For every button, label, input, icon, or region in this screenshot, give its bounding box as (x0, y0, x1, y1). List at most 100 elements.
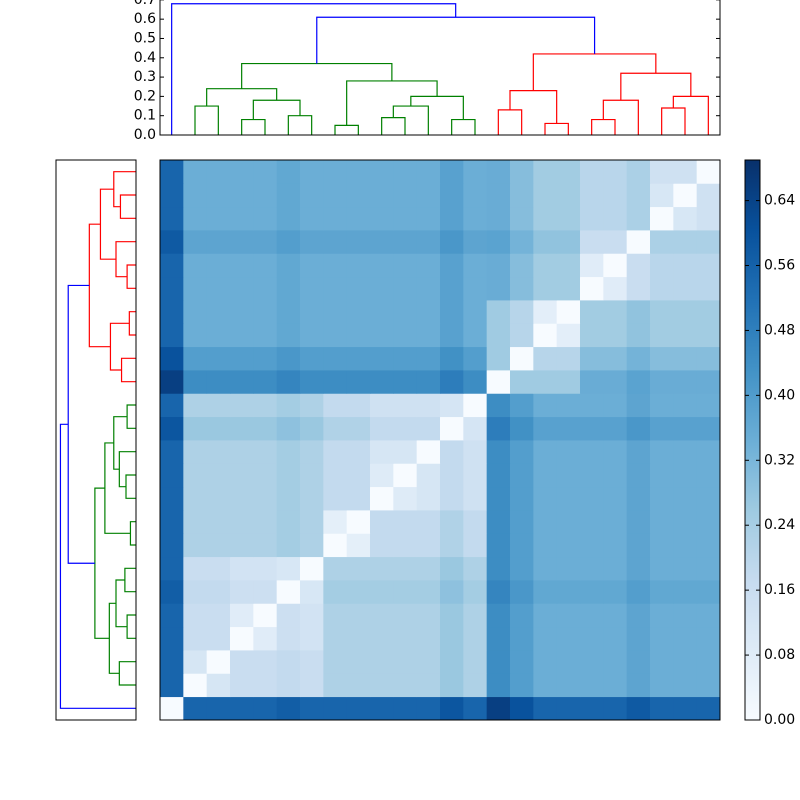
heat-cell (393, 393, 418, 418)
heat-cell (556, 510, 581, 534)
heat-cell (253, 393, 278, 418)
dendrogram-link (532, 53, 657, 91)
heat-cell (556, 533, 581, 558)
heat-cell (300, 463, 324, 488)
heat-cell (486, 556, 511, 581)
heat-cell (626, 230, 651, 254)
heat-cell (533, 300, 558, 324)
heat-cell (580, 626, 604, 651)
heat-cell (603, 510, 628, 534)
heat-cell (276, 440, 301, 464)
heat-cell (323, 276, 348, 301)
heat-cell (533, 160, 558, 184)
heat-cell (160, 416, 184, 441)
heat-cell (486, 463, 511, 488)
heat-cell (580, 533, 604, 558)
heat-cell (416, 696, 441, 721)
heat-cell (300, 323, 324, 348)
heat-cell (626, 370, 651, 394)
heat-cell (183, 323, 208, 348)
heat-cell (300, 230, 324, 254)
heat-cell (230, 440, 254, 464)
heat-cell (463, 696, 488, 721)
heat-cell (300, 603, 324, 628)
heat-cell (160, 580, 184, 604)
heat-cell (603, 160, 628, 184)
heat-cell (183, 463, 208, 488)
heat-cell (603, 276, 628, 301)
heat-cell (323, 206, 348, 231)
heat-cell (510, 580, 534, 604)
heat-cell (440, 533, 464, 558)
heat-cell (230, 300, 254, 324)
heat-cell (556, 276, 581, 301)
dendrogram-link (381, 117, 406, 135)
heat-cell (323, 346, 348, 371)
heat-cell (346, 346, 371, 371)
heat-cell (463, 673, 488, 698)
heat-cell (160, 650, 184, 674)
heat-cell (160, 323, 184, 348)
heat-cell (160, 206, 184, 231)
heat-cell (346, 276, 371, 301)
heat-cell (533, 626, 558, 651)
heat-cell (650, 416, 674, 441)
heat-cell (276, 580, 301, 604)
heat-cell (533, 463, 558, 488)
heat-cell (206, 533, 231, 558)
heat-cell (510, 160, 534, 184)
heat-cell (253, 463, 278, 488)
heat-cell (673, 206, 698, 231)
heat-cell (276, 603, 301, 628)
dendrogram-link (287, 115, 313, 135)
heat-cell (580, 416, 604, 441)
heat-cell (300, 486, 324, 511)
heat-cell (370, 673, 394, 698)
heat-cell (440, 440, 464, 464)
dendrogram-link (115, 241, 136, 278)
heat-cell (556, 253, 581, 278)
heat-cell (626, 510, 651, 534)
heat-cell (346, 463, 371, 488)
heat-cell (673, 393, 698, 418)
dendrogram-link (129, 521, 136, 546)
heat-cell (650, 510, 674, 534)
heat-cell (533, 323, 558, 348)
heat-cell (393, 276, 418, 301)
heat-cell (510, 440, 534, 464)
heat-cell (673, 370, 698, 394)
heat-cell (603, 230, 628, 254)
dendrogram-link (544, 122, 569, 135)
heat-cell (440, 370, 464, 394)
heat-cell (533, 416, 558, 441)
heat-cell (696, 416, 721, 441)
heat-cell (230, 510, 254, 534)
heat-cell (696, 556, 721, 581)
heat-cell (556, 300, 581, 324)
heat-cell (510, 486, 534, 511)
heat-cell (650, 183, 674, 208)
heat-cell (323, 650, 348, 674)
heat-cell (603, 346, 628, 371)
heat-cell (160, 276, 184, 301)
colorbar-scale (745, 160, 760, 720)
heat-cell (556, 416, 581, 441)
heat-cell (346, 253, 371, 278)
dendrogram-link (591, 118, 616, 135)
heat-cell (183, 206, 208, 231)
heat-cell (463, 510, 488, 534)
colorbar-tick-label: 0.08 (764, 647, 795, 663)
heat-cell (533, 346, 558, 371)
heat-cell (346, 510, 371, 534)
heat-cell (253, 323, 278, 348)
heat-cell (603, 300, 628, 324)
heat-cell (650, 626, 674, 651)
heat-cell (370, 533, 394, 558)
heat-cell (603, 393, 628, 418)
heat-cell (603, 673, 628, 698)
heat-cell (393, 556, 418, 581)
heat-cell (253, 650, 278, 674)
heat-cell (253, 253, 278, 278)
heat-cell (626, 486, 651, 511)
heat-cell (323, 510, 348, 534)
